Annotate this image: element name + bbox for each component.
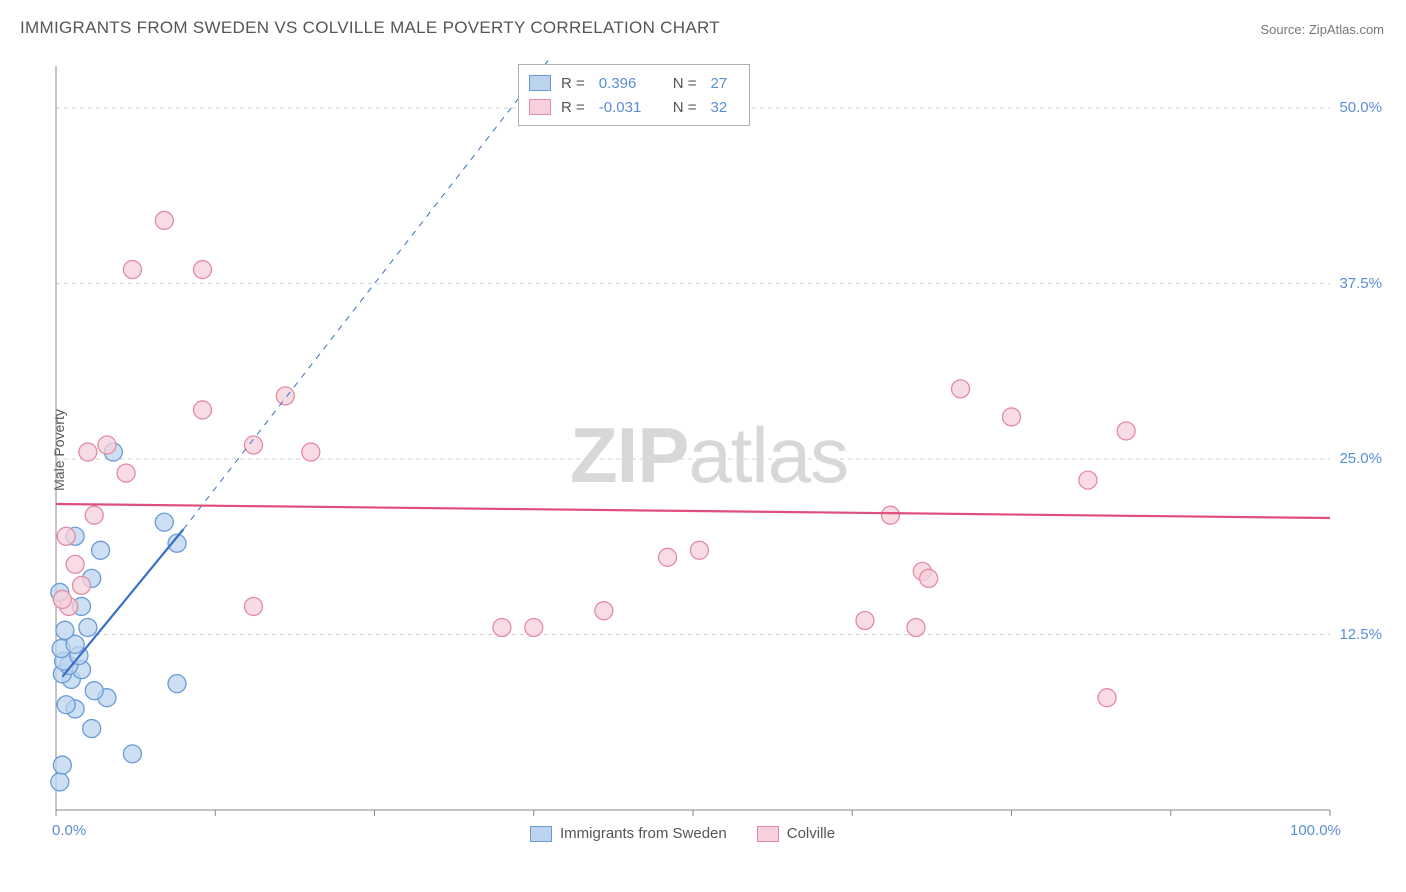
r-label: R =	[561, 75, 585, 92]
n-value: 32	[711, 99, 728, 116]
series-legend-label: Colville	[787, 825, 835, 842]
y-tick-label: 12.5%	[1339, 626, 1382, 643]
y-tick-label: 50.0%	[1339, 99, 1382, 116]
scatter-plot	[50, 60, 1380, 840]
series-legend: Immigrants from Sweden Colville	[530, 825, 835, 842]
y-tick-label: 25.0%	[1339, 450, 1382, 467]
stats-legend-row: R = 0.396 N = 27	[529, 71, 735, 95]
n-label: N =	[673, 75, 697, 92]
series-legend-label: Immigrants from Sweden	[560, 825, 727, 842]
x-tick-label: 100.0%	[1290, 822, 1341, 839]
y-tick-label: 37.5%	[1339, 275, 1382, 292]
n-value: 27	[711, 75, 728, 92]
stats-legend: R = 0.396 N = 27 R = -0.031 N = 32	[518, 64, 750, 126]
stats-legend-row: R = -0.031 N = 32	[529, 95, 735, 119]
legend-swatch	[757, 826, 779, 842]
chart-area: Male Poverty ZIPatlas R =0.396N =27R =-0…	[50, 60, 1380, 840]
legend-swatch	[529, 75, 551, 91]
source-label: Source: ZipAtlas.com	[1260, 22, 1384, 37]
legend-swatch	[529, 99, 551, 115]
x-tick-label: 0.0%	[52, 822, 86, 839]
n-label: N =	[673, 99, 697, 116]
r-label: R =	[561, 99, 585, 116]
r-value: -0.031	[599, 99, 655, 116]
legend-swatch	[530, 826, 552, 842]
series-legend-item: Immigrants from Sweden	[530, 825, 727, 842]
series-legend-item: Colville	[757, 825, 835, 842]
r-value: 0.396	[599, 75, 655, 92]
chart-title: IMMIGRANTS FROM SWEDEN VS COLVILLE MALE …	[20, 18, 720, 38]
